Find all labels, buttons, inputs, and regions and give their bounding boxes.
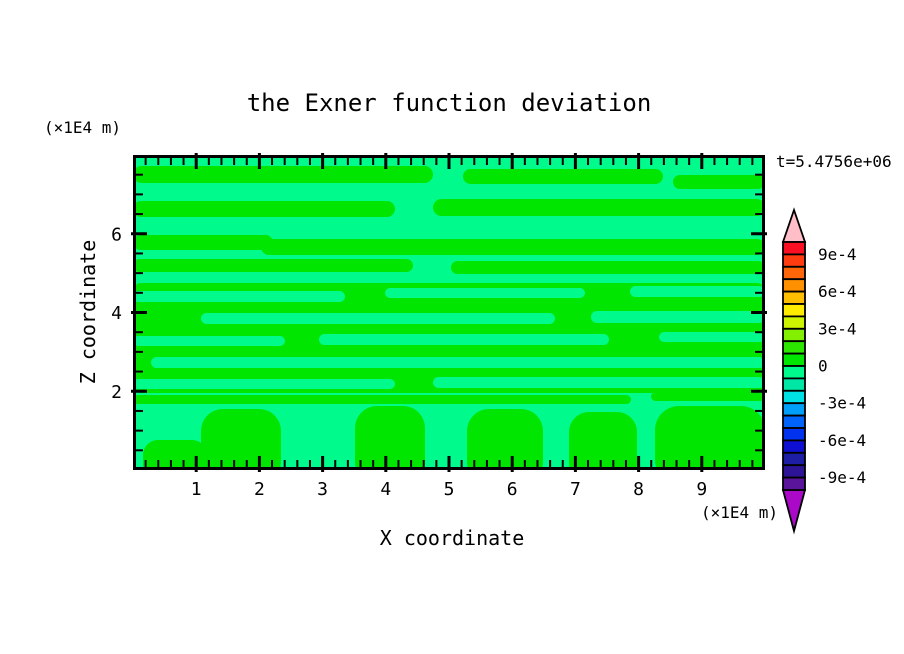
contour-band [133,395,631,404]
contour-band [133,379,395,389]
colorbar-label: -9e-4 [818,468,866,487]
contour-band [261,239,765,255]
y-tick-label: 4 [111,303,122,324]
colorbar-label: 9e-4 [818,245,857,264]
plot-border [133,155,765,470]
contour-band [591,311,765,323]
x-axis-unit-label: (×1E4 m) [701,503,778,522]
time-label: t=5.4756e+06 [776,152,892,171]
contour-band [673,175,765,189]
contour-band [133,201,395,217]
plot-area [131,153,767,472]
contour-band [451,261,765,274]
colorbar-label: 3e-4 [818,319,857,338]
contour-band [385,288,585,298]
colorbar-box [782,352,806,367]
contour-band [655,406,765,470]
colorbar-box [782,278,806,293]
x-tick-label: 1 [191,479,202,500]
x-tick-label: 8 [633,479,644,500]
contour-band [201,313,555,324]
contour-band [151,357,765,368]
colorbar-box [782,290,806,305]
contour-band [659,332,765,342]
colorbar-label: 0 [818,357,828,376]
colorbar-box [782,253,806,268]
contour-band [467,409,543,470]
colorbar-box [782,476,806,491]
y-tick-label: 2 [111,382,122,403]
colorbar-box [782,389,806,405]
x-tick-label: 7 [570,479,581,500]
axis-tick-labels: 1 2 3 4 5 6 7 8 9 2 4 6 [111,224,707,500]
colorbar-label: -6e-4 [818,431,866,450]
colorbar-box [782,241,806,256]
colorbar: 9e-4 6e-4 3e-4 0 -3e-4 -6e-4 -9e-4 [781,207,866,535]
contour-band [355,406,425,470]
contour-band [433,377,765,388]
contour-band [133,291,345,302]
colorbar-box [782,377,806,392]
colorbar-box [782,365,806,380]
contour-band [133,336,285,346]
colorbar-arrow-up [781,207,807,243]
y-axis-unit-label: (×1E4 m) [44,118,121,137]
contour-band [630,286,765,297]
contour-band [133,259,413,272]
contour-band [201,409,281,470]
colorbar-label: 6e-4 [818,282,857,301]
y-axis-title: Z coordinate [76,240,100,385]
chart-title: the Exner function deviation [247,89,652,117]
contour-band [133,166,433,183]
x-tick-label: 5 [444,479,455,500]
x-axis-title: X coordinate [380,526,525,550]
x-tick-label: 9 [696,479,707,500]
contour-band [433,199,765,216]
x-tick-label: 3 [317,479,328,500]
colorbar-box [782,451,806,467]
x-tick-label: 6 [507,479,518,500]
colorbar-box [782,327,806,343]
colorbar-label: -3e-4 [818,394,866,413]
colorbar-box [782,402,806,417]
contour-band [651,392,765,401]
colorbar-box [782,303,806,318]
colorbar-box [782,439,806,454]
contour-band [133,235,273,250]
contour-band [319,334,609,345]
x-tick-label: 4 [380,479,391,500]
contour-field [133,155,765,470]
x-tick-label: 2 [254,479,265,500]
contour-band [569,412,637,470]
contour-band [463,169,663,184]
colorbar-box [782,265,806,281]
colorbar-box [782,427,806,442]
colorbar-box [782,315,806,330]
colorbar-box [782,464,806,479]
y-tick-label: 6 [111,224,122,245]
colorbar-box [782,414,806,429]
colorbar-arrow-down [781,489,807,535]
colorbar-box [782,340,806,355]
